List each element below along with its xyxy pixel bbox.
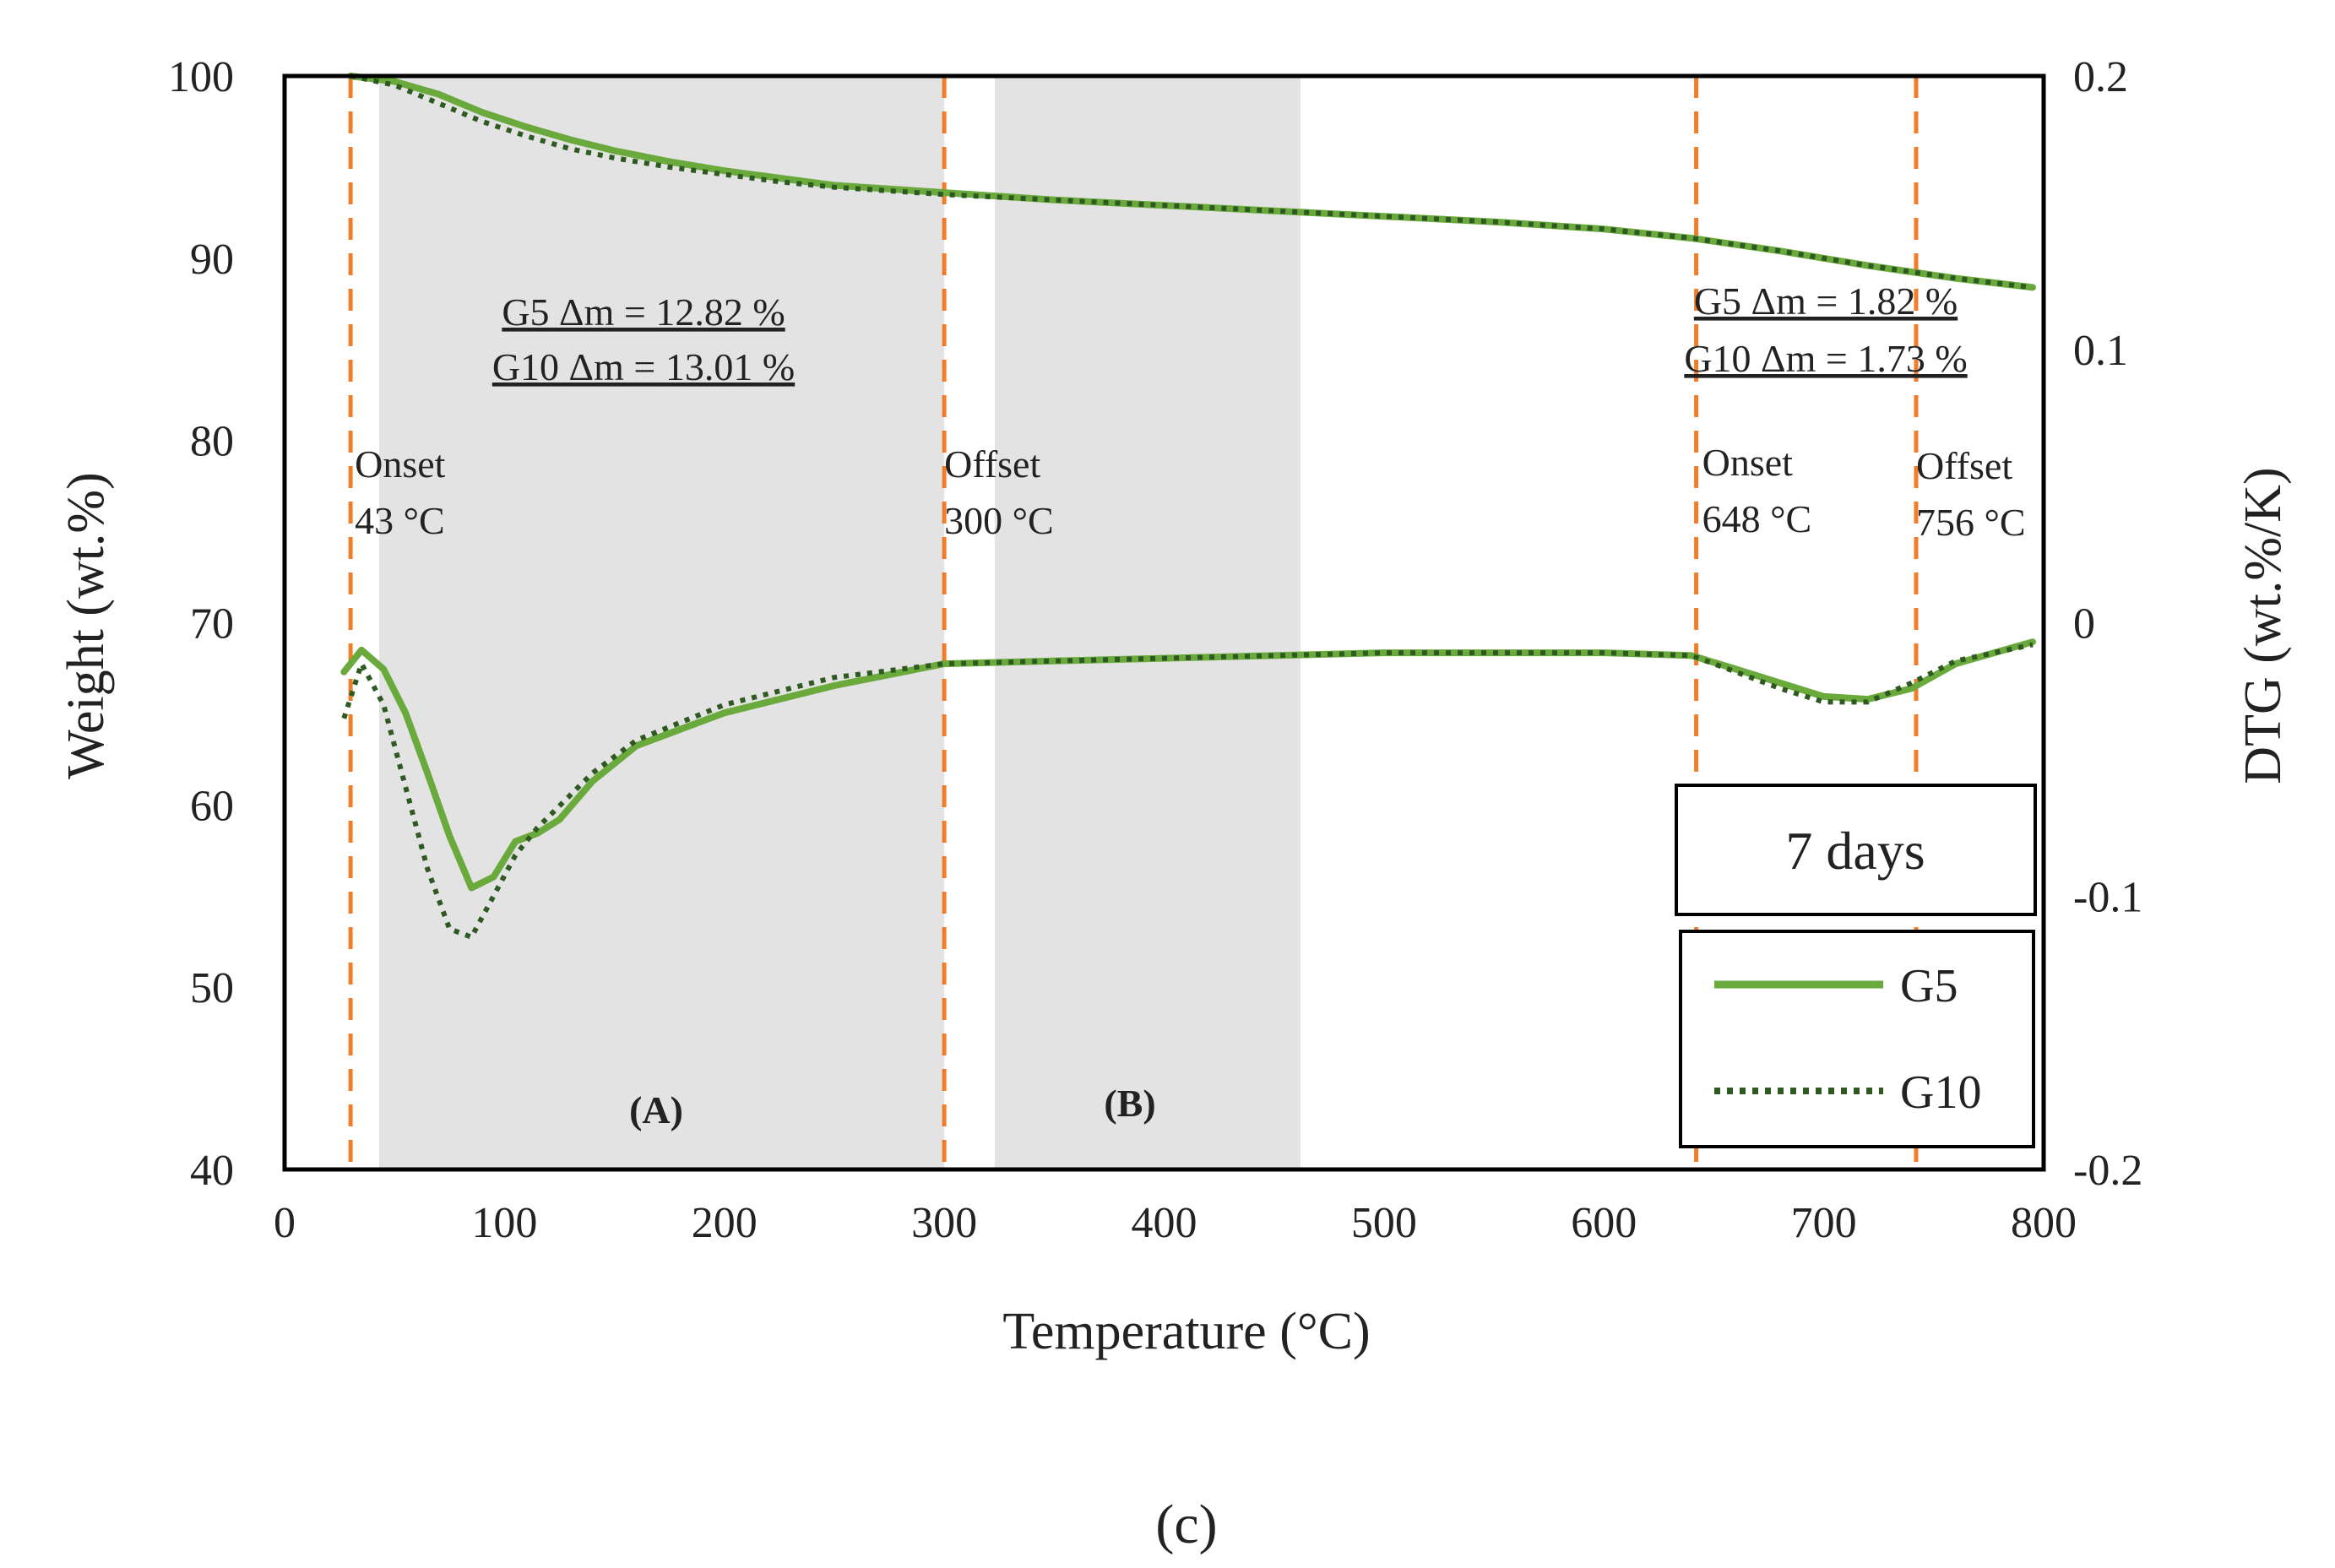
y2-tick-label: 0 <box>2073 600 2095 648</box>
event-label-temp: 300 °C <box>944 499 1054 542</box>
y-tick-label: 60 <box>190 782 234 830</box>
y-axis-ticks: 40 50 60 70 80 90 100 <box>168 53 234 1195</box>
legend: 7 days G5 G10 <box>1675 784 2037 1148</box>
series-g5-dtg <box>340 638 2036 892</box>
y2-tick-label: 0.2 <box>2073 53 2128 101</box>
series-g10-tg <box>350 73 2034 290</box>
legend-box <box>1679 930 2035 1148</box>
x-tick-label: 400 <box>1132 1199 1197 1247</box>
x-tick-label: 200 <box>692 1199 758 1247</box>
event-label-temp: 43 °C <box>355 499 445 542</box>
region-label: (B) <box>1104 1082 1155 1125</box>
shaded-region-a <box>378 76 945 1169</box>
annotations: Onset 43 °C Offset 300 °C Onset 648 °C Offset 7… <box>355 279 2025 1131</box>
legend-title: 7 days <box>1785 821 1925 881</box>
y-tick-label: 40 <box>190 1147 234 1195</box>
legend-label-g5: G5 <box>1900 960 1958 1012</box>
x-axis-ticks: 0 100 200 300 400 500 600 700 800 <box>274 1199 2077 1247</box>
event-label-top: Offset <box>1916 444 2012 487</box>
y2-tick-label: -0.1 <box>2073 873 2142 921</box>
y-tick-label: 80 <box>190 418 234 466</box>
event-marker-lines <box>348 76 1919 1169</box>
x-tick-label: 600 <box>1571 1199 1637 1247</box>
mass-loss-label: G5 Δm = 12.82 % <box>502 290 785 334</box>
series-g10-dtg <box>341 642 2034 940</box>
x-tick-label: 800 <box>2011 1199 2077 1247</box>
legend-label-g10: G10 <box>1900 1066 1981 1119</box>
x-axis-title: Temperature (°C) <box>1002 1303 1370 1360</box>
event-label-top: Onset <box>1702 441 1794 484</box>
event-label-top: Onset <box>355 442 446 486</box>
data-series <box>340 73 2036 940</box>
x-tick-label: 700 <box>1791 1199 1857 1247</box>
mass-loss-label: G10 Δm = 1.73 % <box>1684 337 1967 380</box>
y-tick-label: 100 <box>168 53 234 101</box>
event-label-temp: 756 °C <box>1916 501 2026 544</box>
event-label-top: Offset <box>944 442 1040 486</box>
y2-axis-title: DTG (wt.%/K) <box>2235 467 2292 784</box>
mass-loss-label: G10 Δm = 13.01 % <box>492 345 795 388</box>
mass-loss-label: G5 Δm = 1.82 % <box>1694 279 1958 323</box>
panel-label: (c) <box>1155 1494 1217 1555</box>
x-tick-label: 300 <box>911 1199 977 1247</box>
event-label-temp: 648 °C <box>1702 497 1812 540</box>
shaded-regions <box>378 76 1301 1169</box>
x-tick-label: 0 <box>274 1199 296 1247</box>
x-tick-label: 500 <box>1351 1199 1417 1247</box>
y-axis-title: Weight (wt.%) <box>57 472 115 779</box>
legend-title-box <box>1675 784 2037 916</box>
y-tick-label: 50 <box>190 964 234 1012</box>
region-label: (A) <box>629 1088 683 1131</box>
plot-frame <box>282 73 2046 1172</box>
y2-axis-ticks: -0.2 -0.1 0 0.1 0.2 <box>2073 53 2142 1195</box>
y-tick-label: 70 <box>190 600 234 648</box>
y-tick-label: 90 <box>190 236 234 284</box>
y2-tick-label: -0.2 <box>2073 1147 2142 1195</box>
shaded-region-b <box>995 76 1301 1169</box>
x-tick-label: 100 <box>471 1199 537 1247</box>
y2-tick-label: 0.1 <box>2073 327 2128 375</box>
